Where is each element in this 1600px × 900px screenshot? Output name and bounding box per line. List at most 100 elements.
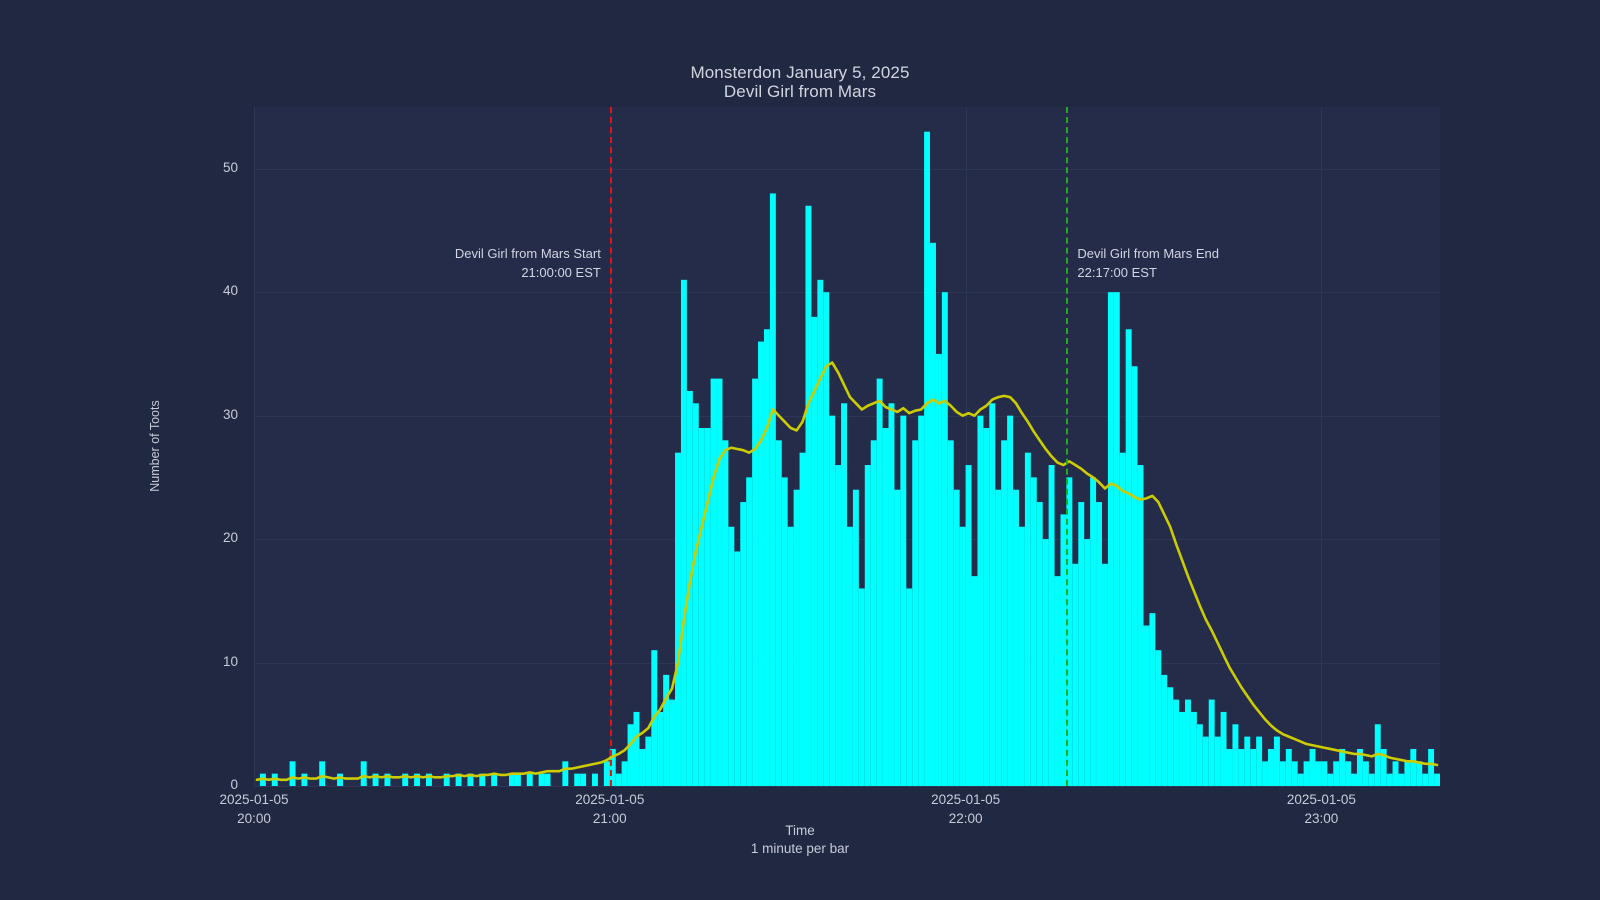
bar <box>835 465 842 786</box>
x-tick-time: 20:00 <box>237 811 271 826</box>
bar <box>1368 773 1375 786</box>
bar <box>710 378 717 786</box>
bar <box>1309 748 1316 786</box>
bar <box>935 353 942 786</box>
bar <box>1048 465 1055 786</box>
bar <box>722 440 729 786</box>
bar <box>704 427 711 786</box>
bar <box>603 761 610 786</box>
bar <box>514 773 521 786</box>
bar <box>1214 736 1221 786</box>
bar <box>829 415 836 786</box>
bar <box>337 773 343 786</box>
chart-title-block: Monsterdon January 5, 2025 Devil Girl fr… <box>0 63 1600 101</box>
bar <box>639 748 646 786</box>
bar <box>544 773 551 786</box>
bar <box>1096 502 1102 786</box>
y-axis-tick-label: 10 <box>222 653 238 669</box>
bar <box>1101 563 1108 786</box>
bar <box>1072 563 1079 786</box>
bar <box>971 576 978 786</box>
bar <box>758 341 764 786</box>
bar <box>906 588 913 786</box>
bar <box>1262 761 1269 786</box>
bar <box>1185 699 1191 786</box>
event-annotation-end: Devil Girl from Mars End 22:17:00 EST <box>1077 244 1219 282</box>
bar <box>562 761 569 786</box>
bar <box>941 292 948 786</box>
x-axis-tick-label: 2025-01-05 22:00 <box>876 790 1056 828</box>
bar <box>1113 292 1120 786</box>
bar <box>740 502 747 786</box>
bar <box>663 674 670 786</box>
y-axis-tick-label: 20 <box>222 530 238 546</box>
bar <box>627 724 634 786</box>
bar <box>811 316 818 786</box>
bar <box>918 415 925 786</box>
annotation-time: 21:00:00 EST <box>521 265 601 280</box>
bar <box>592 773 598 786</box>
bar <box>852 489 859 786</box>
bar <box>1030 477 1037 786</box>
bar <box>823 292 830 786</box>
x-tick-date: 2025-01-05 <box>1286 792 1356 807</box>
bar <box>1226 748 1233 786</box>
chart-title: Monsterdon January 5, 2025 <box>690 63 910 82</box>
bar <box>615 773 622 786</box>
bar <box>1119 452 1126 786</box>
bar <box>1066 477 1073 786</box>
bar <box>1107 292 1114 786</box>
bar <box>1084 539 1091 786</box>
x-axis-tick-label: 2025-01-05 23:00 <box>1231 790 1411 828</box>
bar <box>1291 761 1298 786</box>
bar <box>1422 773 1429 786</box>
bar <box>716 378 723 786</box>
bar <box>1279 761 1286 786</box>
bar <box>882 427 889 786</box>
event-line-end <box>1066 107 1069 786</box>
bar <box>319 761 326 786</box>
bar <box>1327 773 1334 786</box>
bar <box>799 452 806 786</box>
bar <box>1256 736 1263 786</box>
bar <box>953 489 960 786</box>
bar <box>402 773 409 786</box>
bar <box>752 378 759 786</box>
bar <box>1018 526 1025 786</box>
bar <box>1238 748 1245 786</box>
bar <box>1386 773 1393 786</box>
bar <box>888 403 895 786</box>
bar <box>657 711 664 786</box>
bar <box>847 526 853 786</box>
annotation-label: Devil Girl from Mars End <box>1077 246 1219 261</box>
bar <box>870 440 877 786</box>
bar <box>1232 724 1239 786</box>
bar <box>425 773 432 786</box>
bar <box>728 526 735 786</box>
bar <box>793 489 800 786</box>
bar <box>1220 711 1227 786</box>
bar <box>894 489 901 786</box>
bar <box>841 403 847 786</box>
x-tick-time: 22:00 <box>948 811 983 826</box>
chart-subtitle: Devil Girl from Mars <box>723 81 877 101</box>
bar <box>1345 761 1352 786</box>
bar <box>959 526 966 786</box>
x-tick-time: 23:00 <box>1304 811 1339 826</box>
bar <box>1131 366 1138 786</box>
bar <box>538 773 545 786</box>
gridline-vertical <box>254 107 255 786</box>
bar <box>876 378 883 786</box>
bar <box>965 465 972 786</box>
gridline-vertical <box>1321 107 1322 786</box>
event-annotation-start: Devil Girl from Mars Start 21:00:00 EST <box>455 244 601 282</box>
bar <box>1356 748 1363 786</box>
bar <box>1321 761 1328 786</box>
bar <box>781 477 788 786</box>
bar <box>1362 761 1369 786</box>
bar <box>805 205 812 786</box>
bar <box>372 773 379 786</box>
event-line-start <box>609 107 612 786</box>
bar <box>526 773 533 786</box>
bar <box>775 440 782 786</box>
